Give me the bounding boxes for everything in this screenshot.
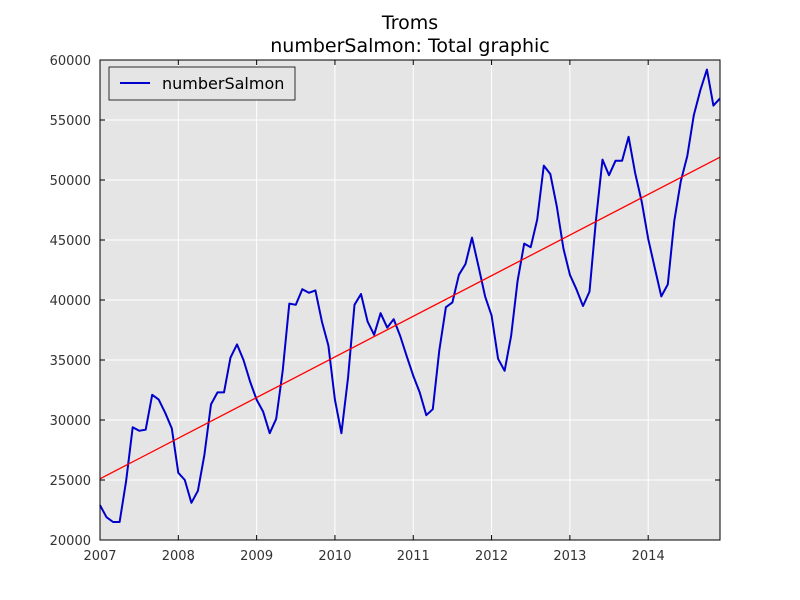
x-tick-label: 2011 [397, 549, 430, 564]
x-tick-label: 2013 [553, 549, 586, 564]
x-tick-label: 2007 [83, 549, 116, 564]
chart-title-line-1: Troms [381, 12, 439, 34]
data-series [99, 68, 721, 523]
x-tick-label: 2010 [318, 549, 351, 564]
x-tick-label: 2008 [162, 549, 195, 564]
y-tick-label: 35000 [50, 354, 91, 369]
y-tick-label: 55000 [50, 114, 91, 129]
y-tick-labels: 20000 25000 30000 35000 40000 45000 50000 55000… [50, 54, 91, 549]
x-tick-label: 2014 [632, 549, 665, 564]
legend: numberSalmon [108, 66, 296, 101]
y-tick-label: 50000 [50, 174, 91, 189]
chart-title-line-2: numberSalmon: Total graphic [270, 35, 550, 57]
x-tick-labels: 2007 2008 2009 2010 2011 2012 2013 2014 [83, 549, 664, 564]
y-tick-label: 20000 [50, 534, 91, 549]
y-tick-label: 40000 [50, 294, 91, 309]
y-tick-label: 45000 [50, 234, 91, 249]
y-tick-label: 60000 [50, 54, 91, 69]
y-tick-label: 25000 [50, 474, 91, 489]
y-tick-label: 30000 [50, 414, 91, 429]
trend-line [99, 156, 721, 480]
x-tick-label: 2012 [475, 549, 508, 564]
plot-frame [99, 59, 721, 541]
series-line-numberSalmon [99, 68, 721, 523]
x-tick-label: 2009 [240, 549, 273, 564]
legend-label-numberSalmon: numberSalmon [162, 74, 284, 93]
